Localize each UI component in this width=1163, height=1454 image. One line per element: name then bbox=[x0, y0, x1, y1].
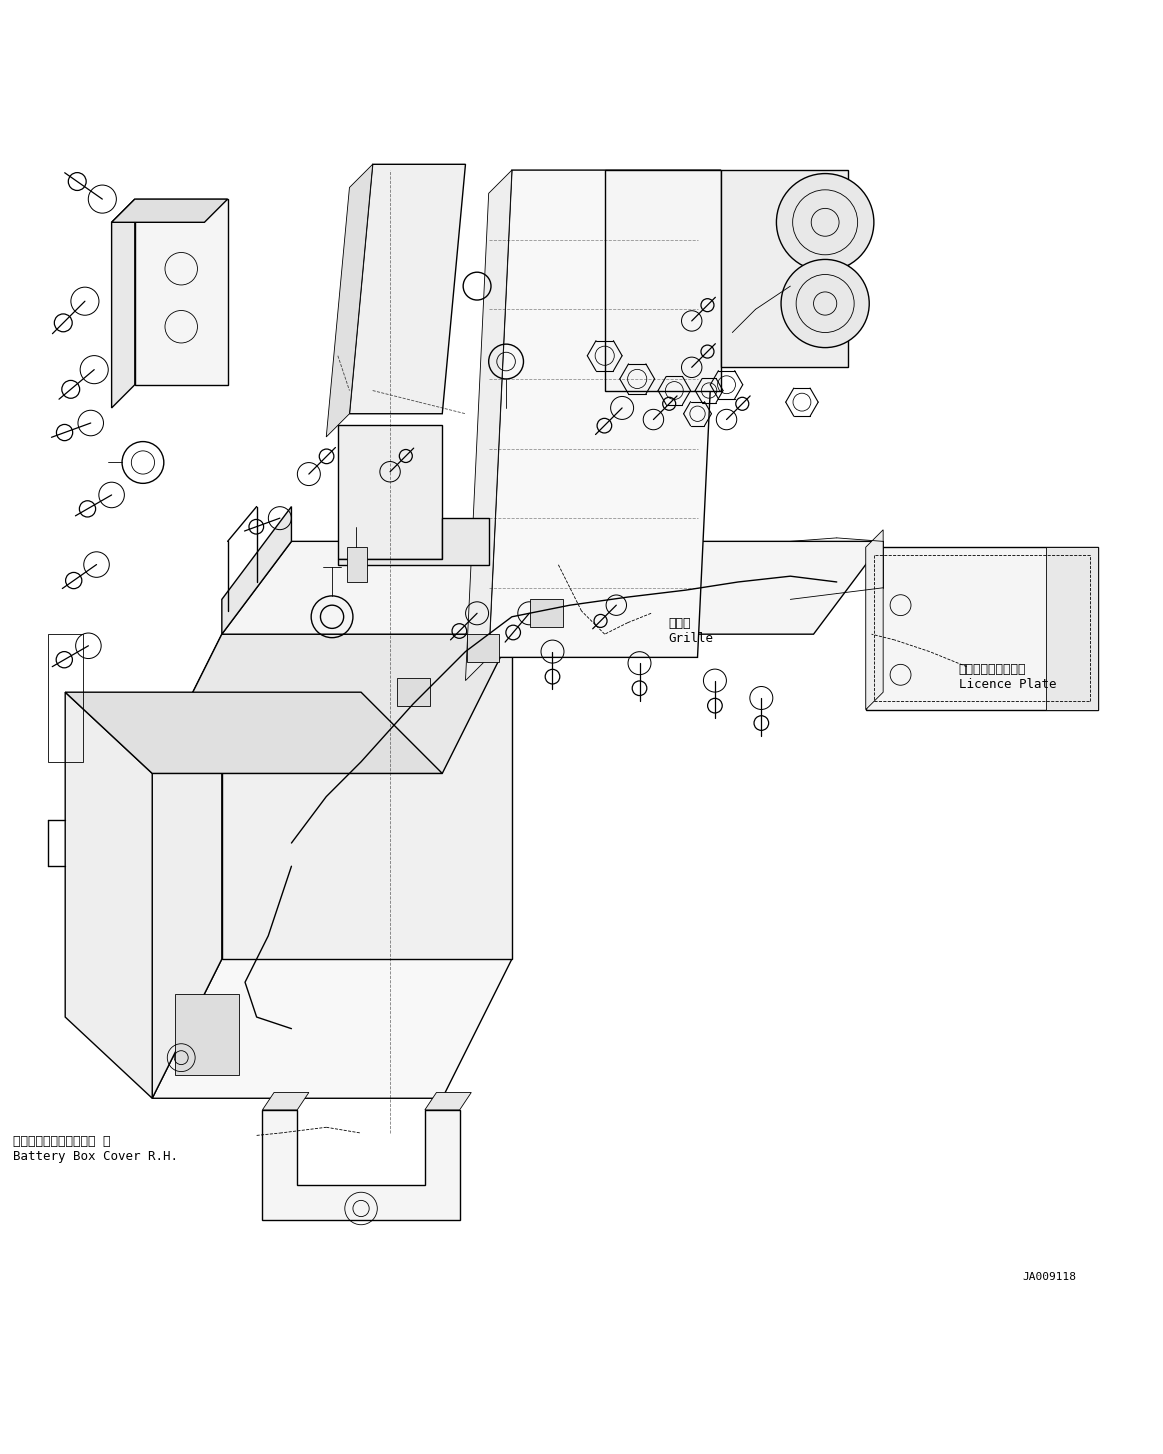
Polygon shape bbox=[263, 1109, 459, 1220]
Polygon shape bbox=[135, 199, 228, 385]
Polygon shape bbox=[338, 426, 442, 558]
Polygon shape bbox=[65, 692, 152, 1098]
Polygon shape bbox=[347, 547, 366, 582]
Text: バッテリボックスカバー 右
Battery Box Cover R.H.: バッテリボックスカバー 右 Battery Box Cover R.H. bbox=[13, 1136, 178, 1163]
Polygon shape bbox=[222, 634, 512, 960]
Circle shape bbox=[777, 173, 873, 270]
Polygon shape bbox=[222, 541, 883, 634]
Bar bbox=[466, 634, 499, 662]
Polygon shape bbox=[721, 170, 848, 368]
Polygon shape bbox=[327, 164, 372, 438]
Polygon shape bbox=[112, 199, 228, 222]
Polygon shape bbox=[424, 1092, 471, 1109]
Bar bbox=[176, 995, 240, 1075]
Text: グリル
Grille: グリル Grille bbox=[669, 616, 714, 644]
Polygon shape bbox=[1046, 547, 1098, 710]
Bar bbox=[397, 678, 429, 707]
Text: JA009118: JA009118 bbox=[1022, 1272, 1077, 1281]
Polygon shape bbox=[865, 547, 1098, 710]
Text: ライセンスプレート
Licence Plate: ライセンスプレート Licence Plate bbox=[958, 663, 1056, 691]
Polygon shape bbox=[465, 170, 512, 680]
Polygon shape bbox=[112, 199, 135, 409]
Polygon shape bbox=[222, 506, 292, 634]
Polygon shape bbox=[605, 170, 721, 391]
Circle shape bbox=[782, 259, 869, 348]
Polygon shape bbox=[349, 164, 465, 414]
Polygon shape bbox=[865, 529, 883, 710]
Polygon shape bbox=[338, 518, 488, 564]
Bar bbox=[530, 599, 563, 627]
Polygon shape bbox=[152, 634, 512, 774]
Polygon shape bbox=[263, 1092, 309, 1109]
Polygon shape bbox=[65, 692, 442, 774]
Polygon shape bbox=[152, 634, 222, 1098]
Polygon shape bbox=[152, 960, 512, 1098]
Polygon shape bbox=[488, 170, 721, 657]
